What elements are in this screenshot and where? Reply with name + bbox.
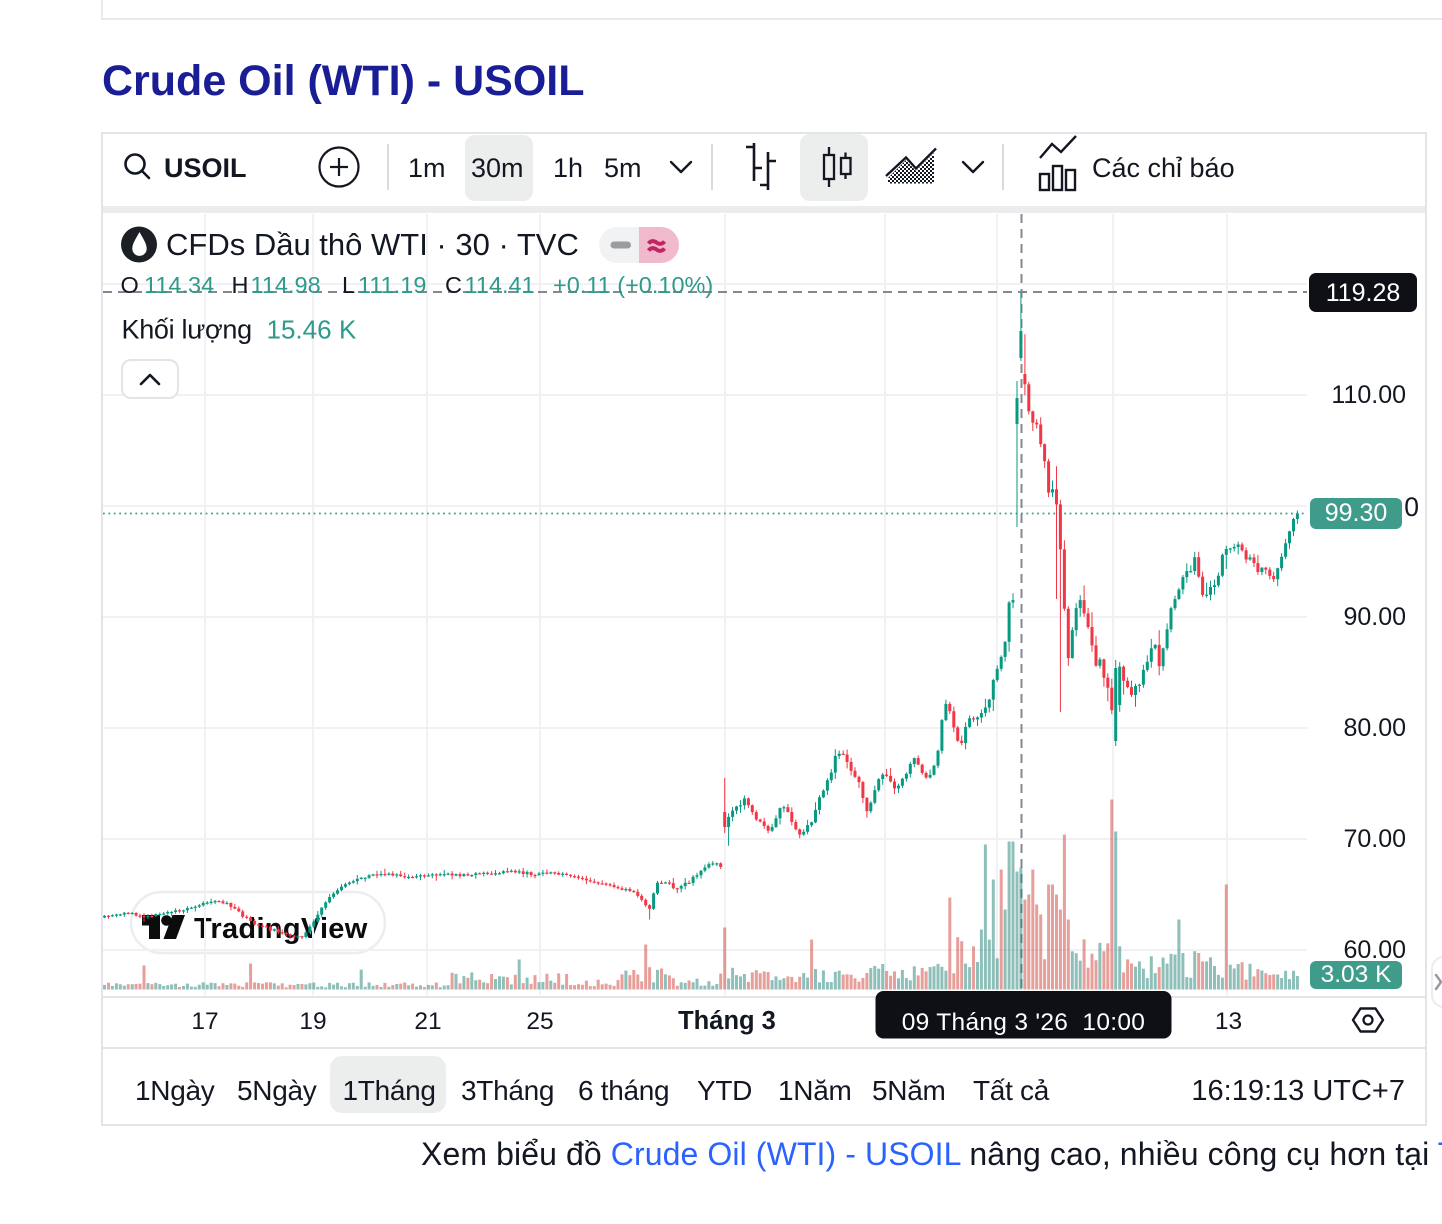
svg-text:30m: 30m (471, 153, 524, 183)
svg-text:6 tháng: 6 tháng (578, 1075, 669, 1106)
svg-text:1m: 1m (408, 153, 446, 183)
svg-text:1Ngày: 1Ngày (135, 1075, 215, 1106)
svg-text:Khối lượng: Khối lượng (122, 315, 252, 345)
svg-text:1Năm: 1Năm (778, 1075, 852, 1106)
svg-text:25: 25 (526, 1008, 553, 1035)
svg-text:70.00: 70.00 (1343, 825, 1406, 853)
svg-text:99.30: 99.30 (1325, 499, 1388, 527)
svg-text:1h: 1h (553, 153, 583, 183)
svg-text:16:19:13 UTC+7: 16:19:13 UTC+7 (1191, 1075, 1405, 1107)
svg-text:Tháng 3: Tháng 3 (678, 1007, 776, 1035)
svg-text:TradingView: TradingView (194, 913, 368, 945)
svg-text:Các chỉ báo: Các chỉ báo (1092, 153, 1235, 183)
svg-text:60.00: 60.00 (1343, 936, 1406, 964)
svg-text:15.46: 15.46 (267, 315, 332, 345)
svg-text:5Năm: 5Năm (872, 1075, 946, 1106)
svg-text:114.41: 114.41 (465, 272, 535, 298)
svg-text:CFDs Dầu thô WTI · 30 · TVC: CFDs Dầu thô WTI · 30 · TVC (166, 227, 579, 262)
svg-text:+0.11 (+0.10%): +0.11 (+0.10%) (553, 272, 713, 298)
svg-text:09 Tháng 3 '26 10:00: 09 Tháng 3 '26 10:00 (902, 1009, 1145, 1036)
svg-text:90.00: 90.00 (1343, 603, 1406, 631)
svg-text:17: 17 (191, 1008, 218, 1035)
svg-text:13: 13 (1215, 1008, 1242, 1035)
svg-text:O: O (121, 272, 139, 298)
svg-text:19: 19 (299, 1008, 326, 1035)
svg-text:USOIL: USOIL (164, 153, 247, 183)
svg-text:C: C (445, 272, 462, 298)
svg-text:114.34: 114.34 (144, 272, 214, 298)
svg-text:3Tháng: 3Tháng (461, 1075, 554, 1106)
svg-text:YTD: YTD (697, 1075, 752, 1106)
svg-text:K: K (339, 315, 357, 345)
svg-text:5m: 5m (604, 153, 642, 183)
svg-text:21: 21 (414, 1008, 441, 1035)
svg-text:3.03 K: 3.03 K (1321, 961, 1392, 988)
svg-text:114.98: 114.98 (251, 272, 321, 298)
svg-text:80.00: 80.00 (1343, 714, 1406, 742)
svg-text:H: H (232, 272, 249, 298)
svg-text:119.28: 119.28 (1326, 279, 1401, 307)
svg-text:0: 0 (1404, 492, 1419, 522)
svg-text:Tất cả: Tất cả (973, 1075, 1050, 1106)
svg-text:111.19: 111.19 (358, 272, 426, 298)
svg-text:L: L (342, 272, 355, 298)
svg-text:5Ngày: 5Ngày (237, 1075, 317, 1106)
svg-text:1Tháng: 1Tháng (343, 1075, 436, 1106)
svg-text:110.00: 110.00 (1331, 381, 1406, 409)
